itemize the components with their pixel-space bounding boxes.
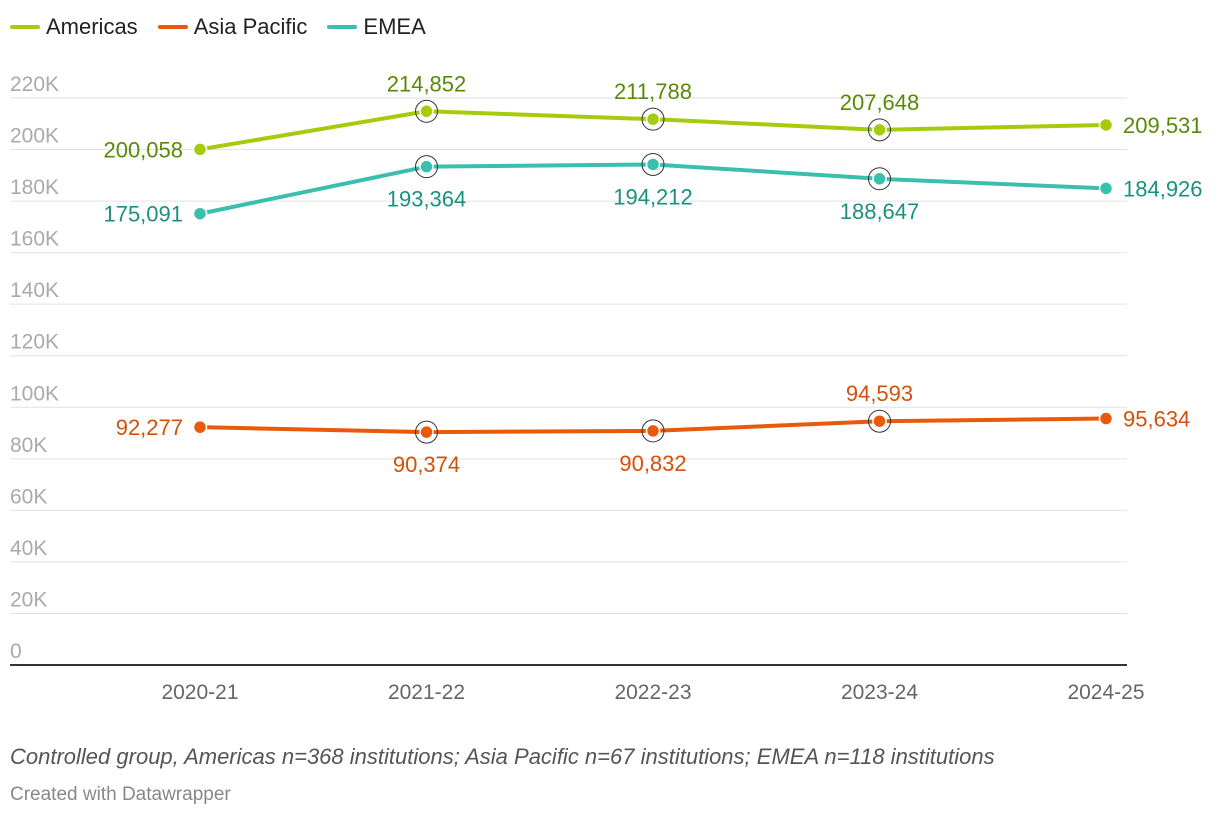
x-tick-label: 2020-21 <box>161 681 238 704</box>
point-highlight-ring <box>415 420 438 444</box>
point-highlight-ring <box>641 419 665 443</box>
data-point-emea <box>192 206 208 221</box>
point-highlight-ring <box>415 99 438 123</box>
y-tick-label: 160K <box>10 228 59 251</box>
y-tick-label: 220K <box>10 73 59 96</box>
legend-item-emea[interactable]: EMEA <box>327 14 426 40</box>
chart-legend: Americas Asia Pacific EMEA <box>10 12 446 42</box>
data-label-asia-pacific: 90,832 <box>619 451 686 476</box>
data-point-asia-pacific <box>192 419 208 435</box>
data-label-emea: 184,926 <box>1123 176 1203 201</box>
point-highlight-ring <box>868 409 891 433</box>
data-label-emea: 175,091 <box>103 202 183 227</box>
data-point-emea <box>645 157 661 172</box>
data-point-asia-pacific <box>872 413 887 429</box>
y-tick-label: 100K <box>10 382 59 405</box>
data-point-asia-pacific <box>645 423 661 439</box>
data-point-emea <box>419 159 434 174</box>
data-label-asia-pacific: 90,374 <box>393 452 460 477</box>
legend-item-americas[interactable]: Americas <box>10 14 138 40</box>
data-label-americas: 207,648 <box>840 90 920 115</box>
data-label-americas: 211,788 <box>614 79 692 104</box>
y-tick-label: 120K <box>10 331 59 354</box>
data-label-asia-pacific: 95,634 <box>1123 407 1190 432</box>
data-label-asia-pacific: 94,593 <box>846 381 913 406</box>
point-highlight-ring <box>641 107 665 131</box>
data-label-emea: 193,364 <box>387 187 467 212</box>
point-highlight-ring <box>415 155 438 179</box>
data-label-emea: 188,647 <box>840 199 920 224</box>
y-tick-label: 40K <box>10 537 47 560</box>
data-point-asia-pacific <box>419 424 434 440</box>
data-point-americas <box>192 142 208 157</box>
line-chart: 0 20K 40K 60K 80K 100K 120K 140K 160K 180K 200K 220… <box>10 71 1203 704</box>
data-label-americas: 214,852 <box>387 71 467 96</box>
point-highlight-ring <box>868 118 891 142</box>
y-tick-label: 180K <box>10 176 59 199</box>
y-tick-label: 140K <box>10 279 59 302</box>
x-tick-label: 2024-25 <box>1067 681 1144 704</box>
point-highlight-ring <box>868 167 891 191</box>
point-highlight-ring <box>641 152 665 176</box>
data-label-emea: 194,212 <box>613 184 693 209</box>
legend-swatch-emea <box>327 25 358 29</box>
data-point-asia-pacific <box>1098 411 1114 426</box>
chart-footnote: Controlled group, Americas n=368 institu… <box>10 744 995 769</box>
data-point-americas <box>872 122 887 138</box>
chart-credit: Created with Datawrapper <box>10 784 231 805</box>
data-point-americas <box>1098 117 1114 133</box>
data-point-americas <box>645 111 661 127</box>
legend-label-emea: EMEA <box>363 14 426 39</box>
y-tick-label: 200K <box>10 125 59 148</box>
data-label-americas: 209,531 <box>1123 113 1203 138</box>
data-point-emea <box>1098 181 1114 196</box>
y-tick-label: 0 <box>10 640 22 663</box>
y-tick-label: 20K <box>10 588 47 611</box>
y-tick-label: 60K <box>10 485 47 508</box>
legend-label-americas: Americas <box>46 14 138 39</box>
data-point-emea <box>872 171 887 187</box>
x-tick-label: 2022-23 <box>614 681 691 704</box>
x-tick-label: 2021-22 <box>388 681 465 704</box>
data-label-asia-pacific: 92,277 <box>116 415 183 440</box>
legend-item-asia-pacific[interactable]: Asia Pacific <box>157 14 308 40</box>
data-point-americas <box>419 104 434 119</box>
data-label-americas: 200,058 <box>103 137 183 162</box>
x-tick-label: 2023-24 <box>841 681 918 704</box>
y-tick-label: 80K <box>10 434 47 457</box>
legend-label-asia-pacific: Asia Pacific <box>193 14 308 39</box>
legend-swatch-asia-pacific <box>157 25 188 29</box>
legend-swatch-americas <box>10 25 40 29</box>
